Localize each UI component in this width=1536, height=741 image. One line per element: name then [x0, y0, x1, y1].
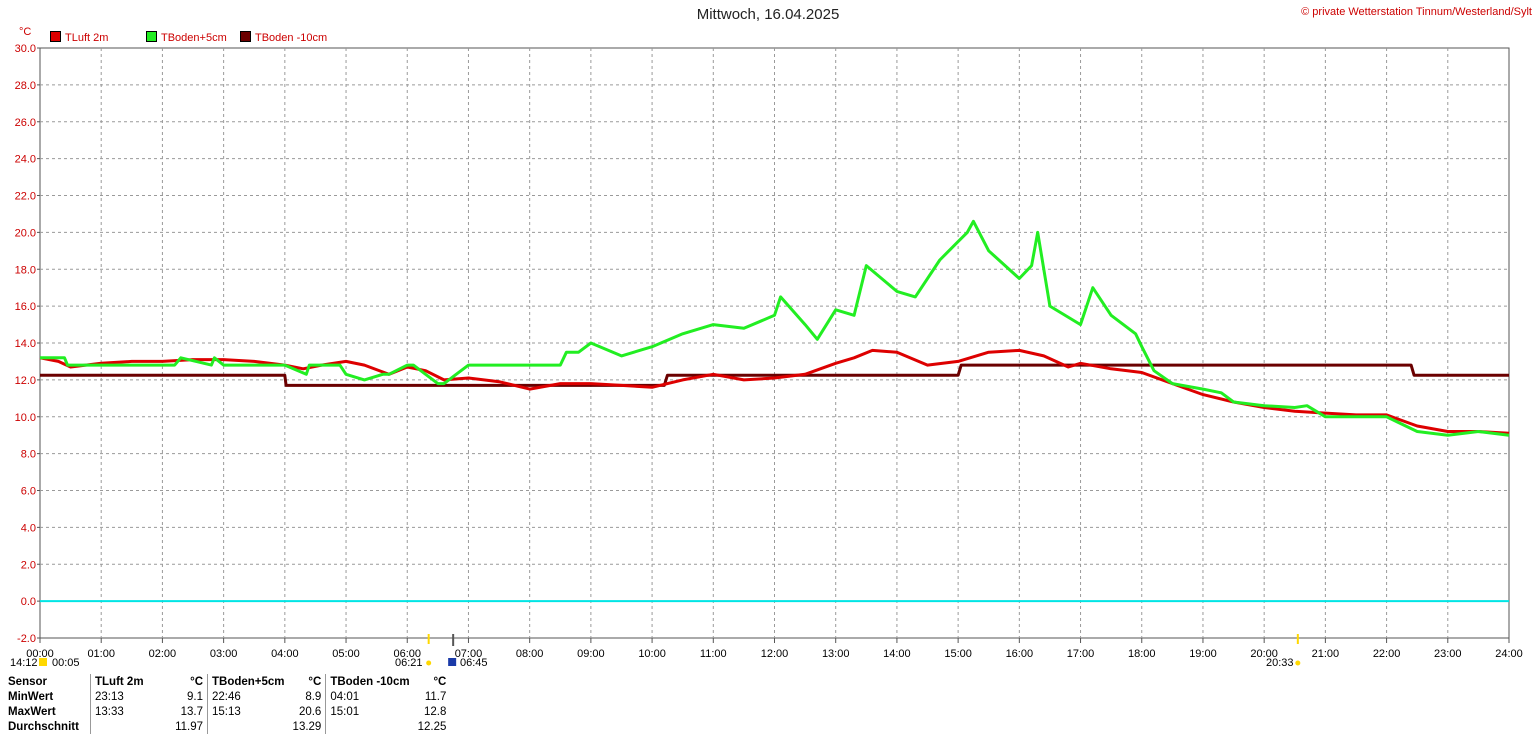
x-tick-label: 12:00 — [761, 648, 789, 660]
x-tick-label: 10:00 — [638, 648, 666, 660]
y-tick-label: -2.0 — [17, 633, 36, 645]
legend-swatch — [50, 31, 61, 42]
sun-dot-icon — [426, 660, 432, 666]
x-tick-label: 07:00 — [455, 648, 483, 660]
x-tick-label: 01:00 — [87, 648, 115, 660]
stats-row-max: MaxWert 13:33 13.7 15:13 20.6 15:01 12.8 — [8, 704, 447, 719]
x-tick-label: 11:00 — [700, 648, 727, 660]
legend-item-tluft: TLuft 2m — [50, 31, 108, 44]
sun-dot-icon — [1295, 660, 1301, 666]
y-tick-label: 26.0 — [15, 117, 36, 129]
stats-table: Sensor TLuft 2m °C TBoden+5cm °C TBoden … — [4, 674, 450, 734]
y-axis-unit: °C — [19, 26, 32, 38]
y-tick-label: 6.0 — [21, 486, 36, 498]
x-tick-label: 22:00 — [1373, 648, 1401, 660]
x-tick-label: 24:00 — [1495, 648, 1523, 660]
y-tick-label: 22.0 — [15, 191, 36, 203]
y-tick-label: 12.0 — [15, 375, 36, 387]
x-tick-label: 18:00 — [1128, 648, 1156, 660]
y-tick-label: 8.0 — [21, 449, 36, 461]
moonrise-time: 06:45 — [460, 657, 488, 669]
stats-row-min: MinWert 23:13 9.1 22:46 8.9 04:01 11.7 — [8, 689, 447, 704]
stats-header-row: Sensor TLuft 2m °C TBoden+5cm °C TBoden … — [8, 674, 447, 689]
legend-swatch — [146, 31, 157, 42]
y-tick-label: 30.0 — [15, 43, 36, 55]
y-tick-label: 4.0 — [21, 522, 36, 534]
x-tick-label: 03:00 — [210, 648, 238, 660]
y-tick-label: 28.0 — [15, 80, 36, 92]
legend-item-tboden5: TBoden+5cm — [146, 31, 227, 44]
y-tick-label: 14.0 — [15, 338, 36, 350]
y-tick-label: 16.0 — [15, 301, 36, 313]
legend-item-tboden10: TBoden -10cm — [240, 31, 327, 44]
x-tick-label: 08:00 — [516, 648, 544, 660]
x-tick-label: 02:00 — [149, 648, 177, 660]
series-line-2 — [40, 363, 1509, 387]
sunrise-time: 06:21 — [395, 657, 423, 669]
copyright-label: © private Wetterstation Tinnum/Westerlan… — [1301, 6, 1532, 18]
x-tick-label: 16:00 — [1006, 648, 1034, 660]
legend-swatch — [240, 31, 251, 42]
y-tick-label: 24.0 — [15, 154, 36, 166]
page-title: Mittwoch, 16.04.2025 — [696, 6, 840, 23]
x-tick-label: 13:00 — [822, 648, 850, 660]
y-tick-label: 20.0 — [15, 227, 36, 239]
moonset-time: 14:12 — [10, 657, 38, 669]
x-tick-label: 05:00 — [332, 648, 360, 660]
moon-extra-time: 00:05 — [52, 657, 80, 669]
stats-row-avg: Durchschnitt 11.97 13.29 12.25 — [8, 719, 447, 734]
x-tick-label: 00:00 — [26, 648, 54, 660]
y-tick-label: 10.0 — [15, 412, 36, 424]
y-tick-label: 18.0 — [15, 264, 36, 276]
x-tick-label: 09:00 — [577, 648, 605, 660]
x-tick-label: 19:00 — [1189, 648, 1217, 660]
y-tick-label: 0.0 — [21, 596, 36, 608]
moonrise-icon — [448, 658, 457, 666]
x-tick-label: 06:00 — [393, 648, 421, 660]
sunset-time: 20:33 — [1266, 657, 1294, 669]
x-tick-label: 21:00 — [1312, 648, 1340, 660]
x-tick-label: 14:00 — [883, 648, 911, 660]
x-tick-label: 23:00 — [1434, 648, 1462, 660]
y-tick-label: 2.0 — [21, 559, 36, 571]
x-tick-label: 17:00 — [1067, 648, 1095, 660]
x-tick-label: 20:00 — [1250, 648, 1278, 660]
moonset-icon — [39, 658, 47, 666]
series-line-1 — [40, 219, 1510, 437]
x-tick-label: 04:00 — [271, 648, 299, 660]
x-tick-label: 15:00 — [944, 648, 972, 660]
